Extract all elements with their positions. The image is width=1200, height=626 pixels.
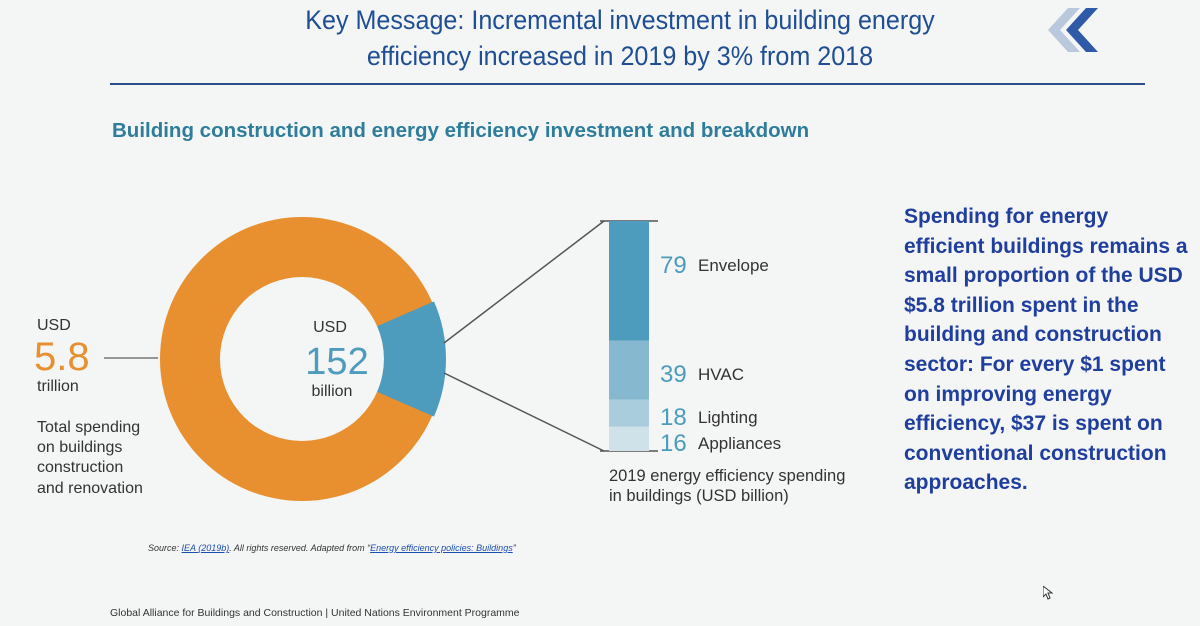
source-suffix: ” xyxy=(512,543,516,553)
chart-svg: 79 Envelope 39 HVAC 18 Lighting 16 Appli… xyxy=(34,217,845,505)
envelope-value: 79 xyxy=(660,252,687,279)
title-divider xyxy=(110,83,1145,85)
center-unit: billion xyxy=(312,383,353,400)
chart-subtitle: Building construction and energy efficie… xyxy=(112,119,810,142)
lower-connector-line xyxy=(443,372,605,452)
title-line-2: efficiency increased in 2019 by 3% from … xyxy=(366,41,874,71)
total-description-line-2: on buildings xyxy=(37,439,122,456)
footer-text: Global Alliance for Buildings and Constr… xyxy=(110,607,520,619)
energy-efficiency-slice xyxy=(377,301,446,417)
lighting-value: 18 xyxy=(660,404,687,431)
source-link-iea[interactable]: IEA (2019b) xyxy=(181,543,230,553)
bar-segment-lighting xyxy=(609,399,649,427)
center-currency: USD xyxy=(313,319,347,336)
title-line-1: Key Message: Incremental investment in b… xyxy=(305,5,935,35)
source-link-policies[interactable]: Energy efficiency policies: Buildings xyxy=(370,543,513,553)
breakdown-bar xyxy=(609,221,649,451)
appliances-value: 16 xyxy=(660,430,687,457)
page-title: Key Message: Incremental investment in b… xyxy=(229,2,1010,74)
breakdown-caption-line-2: in buildings (USD billion) xyxy=(609,487,789,505)
hvac-label: HVAC xyxy=(698,365,744,384)
total-value: 5.8 xyxy=(34,335,90,379)
hvac-value: 39 xyxy=(660,361,687,388)
bar-segment-appliances xyxy=(609,426,649,451)
total-description-line-3: construction xyxy=(37,459,123,476)
source-note: Source: IEA (2019b). All rights reserved… xyxy=(148,543,516,553)
total-spending-ring xyxy=(160,217,444,501)
key-takeaway-text: Spending for energy efficient buildings … xyxy=(904,205,1188,495)
upper-connector-line xyxy=(443,220,605,344)
bar-segment-envelope xyxy=(609,221,649,341)
bar-segment-hvac xyxy=(609,340,649,400)
total-currency: USD xyxy=(37,317,71,334)
mouse-cursor-icon xyxy=(1043,586,1053,600)
envelope-label: Envelope xyxy=(698,256,769,275)
center-value: 152 xyxy=(305,341,368,383)
appliances-label: Appliances xyxy=(698,434,781,453)
total-description-line-4: and renovation xyxy=(37,480,143,497)
total-description-line-1: Total spending xyxy=(37,419,140,436)
source-prefix: Source: xyxy=(148,543,182,553)
total-unit: trillion xyxy=(37,378,79,395)
breakdown-caption-line-1: 2019 energy efficiency spending xyxy=(609,467,845,485)
chevron-double-left-icon xyxy=(1048,8,1098,52)
lighting-label: Lighting xyxy=(698,408,758,427)
source-middle: . All rights reserved. Adapted from “ xyxy=(229,543,371,553)
